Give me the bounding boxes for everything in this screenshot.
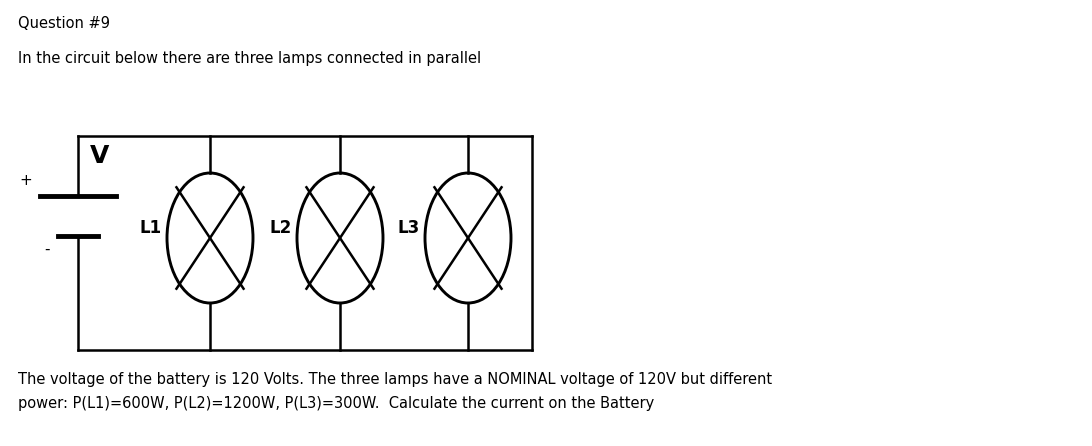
Text: The voltage of the battery is 120 Volts. The three lamps have a NOMINAL voltage : The voltage of the battery is 120 Volts.… — [17, 372, 772, 387]
Text: power: P(L1)=600W, P(L2)=1200W, P(L3)=300W.  Calculate the current on the Batter: power: P(L1)=600W, P(L2)=1200W, P(L3)=30… — [17, 396, 654, 411]
Text: V: V — [90, 144, 109, 168]
Text: L2: L2 — [270, 219, 292, 237]
Text: +: + — [20, 173, 32, 188]
Text: L1: L1 — [140, 219, 162, 237]
Text: In the circuit below there are three lamps connected in parallel: In the circuit below there are three lam… — [17, 51, 482, 66]
Text: L3: L3 — [397, 219, 420, 237]
Text: -: - — [45, 242, 50, 257]
Text: Question #9: Question #9 — [17, 16, 110, 31]
